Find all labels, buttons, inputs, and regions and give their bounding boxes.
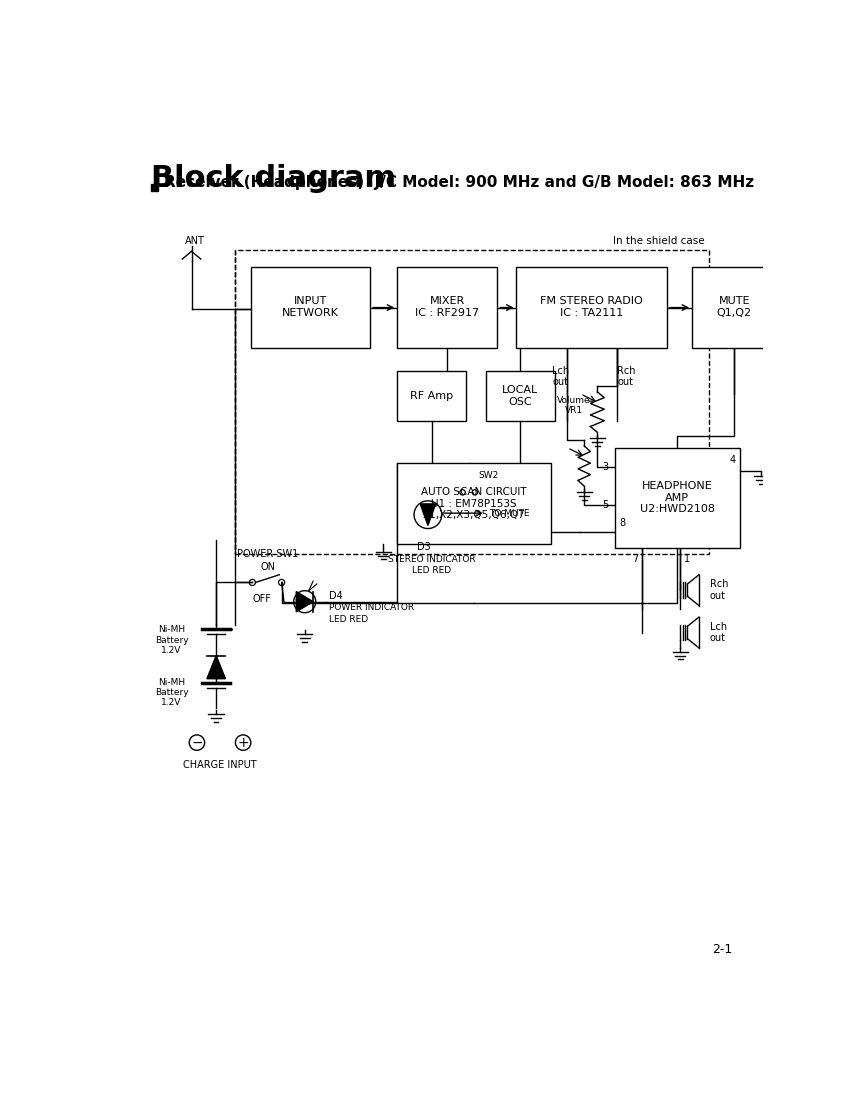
Bar: [397, 371, 467, 420]
Polygon shape: [420, 504, 435, 526]
Bar: [251, 267, 370, 348]
Polygon shape: [207, 656, 225, 679]
Text: Lch: Lch: [552, 365, 569, 376]
Text: −: −: [191, 736, 203, 749]
Text: 3: 3: [603, 462, 609, 472]
Text: 2-1: 2-1: [711, 943, 732, 956]
Text: D3: D3: [417, 542, 431, 552]
Text: 1: 1: [684, 554, 690, 564]
Bar: [485, 371, 555, 420]
Text: +: +: [237, 736, 249, 749]
Bar: [150, 184, 158, 191]
Text: MIXER
IC : RF2917: MIXER IC : RF2917: [415, 296, 479, 318]
Text: OFF: OFF: [252, 594, 272, 604]
Text: out: out: [552, 377, 569, 387]
Text: Rch
out: Rch out: [710, 580, 728, 601]
Bar: [517, 267, 666, 348]
Text: Rch: Rch: [616, 365, 635, 376]
Text: INPUT
NETWORK: INPUT NETWORK: [282, 296, 339, 318]
Text: 8: 8: [619, 518, 625, 528]
Text: FM STEREO RADIO
IC : TA2111: FM STEREO RADIO IC : TA2111: [540, 296, 643, 318]
Text: STEREO INDICATOR: STEREO INDICATOR: [388, 554, 476, 563]
Text: POWER SW1: POWER SW1: [237, 549, 298, 559]
Text: Lch
out: Lch out: [710, 621, 727, 643]
Text: 5: 5: [603, 500, 609, 510]
Text: Receiver (Headphones)  J/C Model: 900 MHz and G/B Model: 863 MHz: Receiver (Headphones) J/C Model: 900 MHz…: [164, 175, 754, 189]
Text: LOCAL
OSC: LOCAL OSC: [502, 385, 538, 407]
Text: POWER INDICATOR: POWER INDICATOR: [329, 604, 415, 613]
Text: ANT: ANT: [185, 236, 205, 246]
Text: D4: D4: [329, 591, 343, 601]
Text: LED RED: LED RED: [329, 615, 369, 624]
Text: TO MUTE: TO MUTE: [490, 508, 530, 518]
Text: Ni-MH
Battery
1.2V: Ni-MH Battery 1.2V: [155, 678, 189, 707]
Text: LED RED: LED RED: [412, 565, 451, 574]
Bar: [397, 463, 551, 544]
Bar: [692, 267, 777, 348]
Text: SW2: SW2: [478, 471, 498, 480]
Polygon shape: [297, 592, 313, 612]
Text: 4: 4: [730, 454, 736, 464]
Bar: [615, 448, 740, 548]
Text: Ni-MH
Battery
1.2V: Ni-MH Battery 1.2V: [155, 625, 189, 656]
Text: AUTO SCAN CIRCUIT
U1 : EM78P153S
X1,X2,X3,Q5,Q6,Q7: AUTO SCAN CIRCUIT U1 : EM78P153S X1,X2,X…: [422, 487, 527, 520]
Text: Volume
VR1: Volume VR1: [558, 396, 591, 415]
Text: Block diagram: Block diagram: [150, 164, 396, 194]
Bar: [235, 250, 709, 554]
Text: CHARGE INPUT: CHARGE INPUT: [184, 759, 257, 770]
Bar: [397, 267, 497, 348]
Text: 7: 7: [632, 554, 638, 564]
Text: HEADPHONE
AMP
U2:HWD2108: HEADPHONE AMP U2:HWD2108: [640, 481, 715, 515]
Text: ON: ON: [260, 562, 275, 572]
Text: MUTE
Q1,Q2: MUTE Q1,Q2: [717, 296, 752, 318]
Text: RF Amp: RF Amp: [411, 390, 453, 400]
Text: In the shield case: In the shield case: [614, 236, 705, 246]
Text: out: out: [618, 377, 634, 387]
